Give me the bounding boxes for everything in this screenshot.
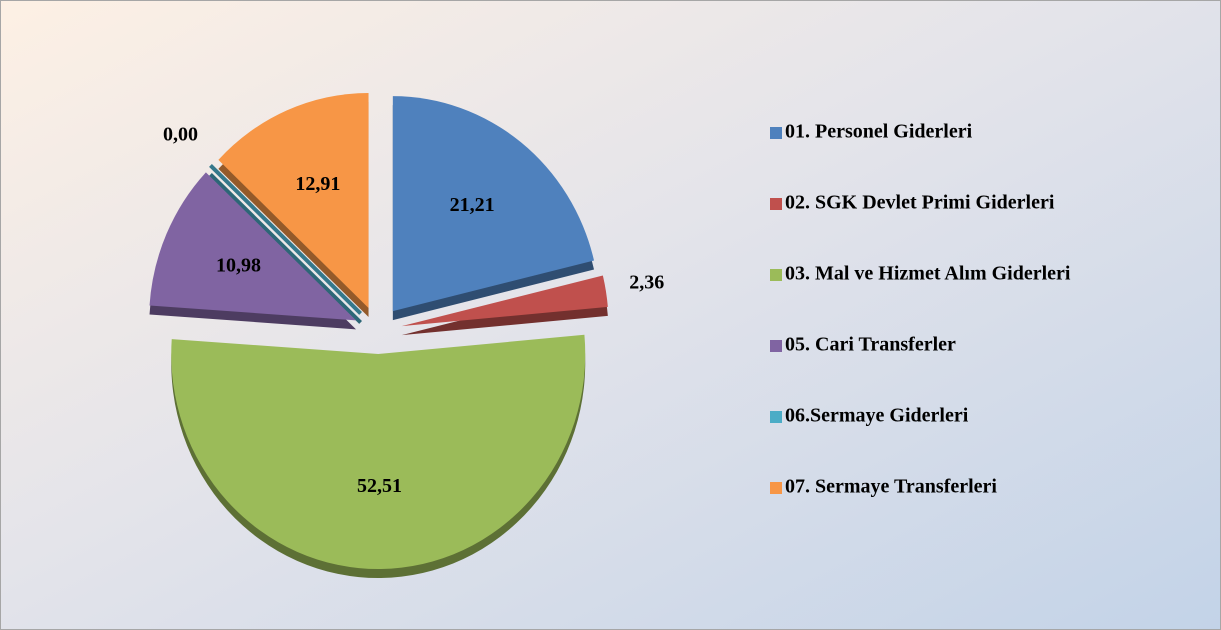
data-label: 52,51: [357, 475, 402, 497]
slice: [401, 275, 608, 327]
data-label: 0,00: [163, 123, 198, 145]
legend-swatch: [770, 269, 782, 281]
data-label: 21,21: [450, 194, 495, 216]
slice: [171, 334, 586, 569]
legend-swatch: [770, 411, 782, 423]
legend-label: 07. Sermaye Transferleri: [785, 476, 997, 498]
slice: [149, 172, 357, 321]
data-label: 12,91: [295, 173, 340, 195]
slice: [218, 92, 369, 308]
legend-swatch: [770, 198, 782, 210]
legend-label: 05. Cari Transferler: [785, 334, 956, 356]
legend-swatch: [770, 482, 782, 494]
data-label: 10,98: [216, 254, 261, 276]
legend-label: 03. Mal ve Hizmet Alım Giderleri: [785, 263, 1071, 285]
legend-swatch: [770, 127, 782, 139]
pie: 21,21 2,36 52,51 10,98 0,00 12,91: [149, 92, 664, 578]
legend-swatch: [770, 340, 782, 352]
data-label: 2,36: [629, 272, 664, 294]
slice: [392, 96, 595, 312]
legend-label: 06.Sermaye Giderleri: [785, 405, 969, 427]
legend: 01. Personel Giderleri 02. SGK Devlet Pri…: [770, 121, 1071, 498]
legend-label: 02. SGK Devlet Primi Giderleri: [785, 192, 1055, 214]
legend-label: 01. Personel Giderleri: [785, 121, 973, 143]
